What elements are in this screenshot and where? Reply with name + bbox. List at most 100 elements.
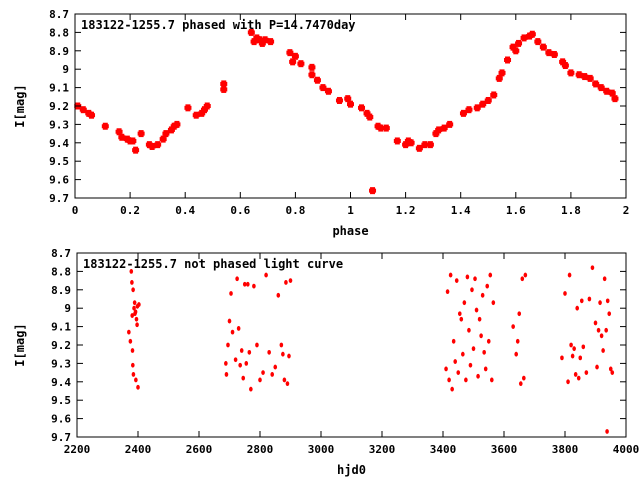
data-point <box>560 355 564 361</box>
data-point <box>596 327 601 333</box>
data-point <box>485 283 490 289</box>
y-tick-label: 9.6 <box>49 174 69 187</box>
data-point-arm <box>335 98 343 103</box>
data-point <box>241 375 246 381</box>
data-point <box>593 320 598 326</box>
data-point <box>479 333 483 339</box>
y-tick-label: 9.7 <box>49 192 69 205</box>
data-point-arm <box>118 135 126 140</box>
data-point <box>261 370 265 375</box>
data-point <box>514 351 518 357</box>
data-point <box>474 307 479 313</box>
data-point-arm <box>132 148 140 153</box>
data-point <box>563 291 567 296</box>
data-point <box>451 338 456 344</box>
data-point-arm <box>148 144 156 149</box>
x-tick-label: 1.2 <box>396 204 416 217</box>
data-point <box>491 300 496 306</box>
data-point-arm <box>402 142 410 147</box>
unphased-data-points <box>127 265 615 434</box>
data-point-arm <box>435 127 443 132</box>
x-tick-label: 2 <box>623 204 630 217</box>
data-point <box>226 342 230 348</box>
data-point <box>566 379 570 385</box>
data-point <box>610 370 615 375</box>
data-point <box>236 326 241 331</box>
data-point-arm <box>432 131 440 136</box>
data-point-arm <box>465 107 473 112</box>
data-point-arm <box>291 54 299 59</box>
data-point <box>605 429 609 434</box>
data-point <box>450 386 454 392</box>
data-point <box>584 370 589 375</box>
data-point <box>482 349 486 355</box>
y-tick-label: 9.5 <box>51 394 71 407</box>
data-point-arm <box>603 89 611 94</box>
data-point-arm <box>382 126 390 131</box>
data-point <box>136 384 140 390</box>
data-point <box>570 353 575 359</box>
x-tick-label: 3600 <box>491 443 518 456</box>
data-point <box>244 361 249 366</box>
data-point <box>604 327 608 333</box>
x-tick-label: 2800 <box>247 443 274 456</box>
data-point <box>130 280 134 285</box>
y-tick-label: 9.2 <box>49 100 69 113</box>
data-point <box>249 386 253 392</box>
tick-labels: 0 0.2 0.4 0.6 0.8 1 1.2 1.4 1.6 1.8 2 8.7 8.8 8.9 9 9.1… <box>49 8 629 217</box>
data-point <box>238 362 242 368</box>
data-point-arm <box>545 50 553 55</box>
data-point <box>575 305 579 311</box>
data-point <box>456 370 461 375</box>
x-tick-label: 3800 <box>552 443 579 456</box>
data-point <box>235 276 239 282</box>
data-point-arm <box>597 85 605 90</box>
y-tick-label: 8.7 <box>51 247 71 260</box>
data-point <box>488 272 493 278</box>
data-point <box>128 338 133 344</box>
data-point-arm <box>459 111 467 116</box>
data-point <box>247 349 252 355</box>
data-point <box>444 366 448 372</box>
data-point <box>579 298 584 304</box>
x-tick-label: 3200 <box>369 443 396 456</box>
y-tick-label: 8.9 <box>49 45 69 58</box>
data-point <box>288 278 293 283</box>
data-point-arm <box>88 113 96 118</box>
data-point-arm <box>567 70 575 75</box>
data-point-arm <box>369 188 377 193</box>
data-point-arm <box>159 137 167 142</box>
phased-data-points <box>74 28 619 195</box>
data-point-arm <box>363 111 371 116</box>
data-point-arm <box>561 63 569 68</box>
x-tick-label: 1.6 <box>506 204 526 217</box>
data-point-arm <box>286 50 294 55</box>
data-point <box>595 364 599 370</box>
data-point-arm <box>509 45 517 50</box>
data-point <box>518 381 523 387</box>
data-point <box>511 324 515 329</box>
data-point-arm <box>611 96 619 101</box>
data-point-arm <box>559 59 567 64</box>
data-point <box>486 338 491 344</box>
data-point-arm <box>484 98 492 103</box>
data-point <box>131 372 136 377</box>
data-point-arm <box>490 92 498 97</box>
data-point <box>598 300 602 306</box>
data-point <box>520 276 525 282</box>
data-point-arm <box>101 124 109 129</box>
data-point <box>573 372 578 377</box>
x-tick-label: 0.6 <box>230 204 250 217</box>
data-point-arm <box>550 52 558 57</box>
y-tick-label: 9 <box>64 302 71 315</box>
data-point <box>127 329 131 335</box>
y-tick-label: 8.7 <box>49 8 69 21</box>
data-point-arm <box>539 45 547 50</box>
data-point <box>599 333 604 339</box>
data-point-arm <box>446 122 454 127</box>
phased-y-axis-label: I[mag] <box>13 84 27 127</box>
data-point-arm <box>220 87 228 92</box>
data-point-arm <box>504 58 512 62</box>
data-point <box>224 372 229 377</box>
data-point-arm <box>129 138 137 143</box>
